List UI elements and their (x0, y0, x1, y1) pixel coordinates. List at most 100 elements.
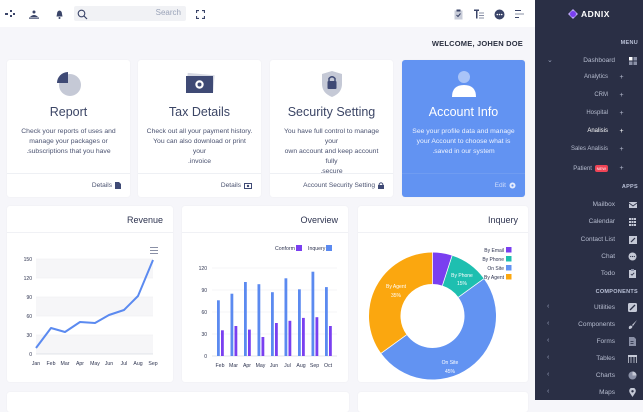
sidebar-item-utilities[interactable]: ‹ Utilities (535, 301, 643, 315)
inquery-chart-card: Inquery By Phone 15% On Site 45% By Agent 3… (358, 206, 528, 382)
pie-chart-icon (7, 68, 130, 100)
chevron-left-icon: ‹ (547, 371, 550, 378)
money-icon (138, 68, 261, 100)
search-icon (77, 7, 88, 25)
sidebar-item-analisis[interactable]: Analisis + (535, 125, 643, 139)
svg-text:Jun: Jun (270, 363, 278, 369)
svg-text:Mar: Mar (61, 361, 70, 367)
plus-icon: + (619, 74, 624, 81)
todo-icon (628, 269, 637, 278)
fullscreen-icon[interactable] (194, 8, 206, 20)
card-description: Check out all your payment history. You c… (146, 128, 253, 165)
apps-icon[interactable] (4, 8, 16, 20)
svg-text:120: 120 (199, 266, 208, 272)
overview-chart-card: Overview Conform Inquery 120 90 60 30 0 (182, 206, 348, 382)
brand-logo[interactable]: ADNIX (535, 9, 643, 19)
sidebar-item-components[interactable]: ‹ Components (535, 318, 643, 332)
calendar-icon (628, 217, 637, 226)
card-description: See your profile data and manage your Acc… (412, 128, 515, 155)
svg-text:90: 90 (26, 295, 32, 301)
main-content: Search WELCOME, JOHEN DOE Report Check y… (4, 6, 528, 382)
details-link[interactable]: Details (138, 173, 261, 197)
svg-text:30: 30 (201, 332, 207, 338)
sidebar-item-chat[interactable]: Chat (535, 250, 643, 264)
chart-menu-icon[interactable] (150, 247, 158, 254)
welcome-text: WELCOME, JOHEN DOE (431, 39, 523, 48)
report-card: Report Check your reports of uses and man… (7, 60, 130, 197)
sidebar-item-sales-analisis[interactable]: Sales Analisis + (535, 143, 643, 157)
chart-legend: By Email By Phone On Site By Agent (482, 247, 512, 281)
tax-details-card: Tax Details Check out all your payment h… (138, 60, 261, 197)
svg-text:35%: 35% (391, 293, 402, 299)
svg-text:60: 60 (26, 314, 32, 320)
sidebar-item-charts[interactable]: ‹ Charts (535, 369, 643, 383)
chart-title: Inquery (487, 215, 518, 225)
money-small-icon (244, 182, 252, 189)
bell-icon[interactable] (53, 8, 65, 20)
svg-text:60: 60 (201, 310, 207, 316)
dashboard-icon (628, 56, 637, 65)
new-badge: NEW (594, 165, 608, 172)
sidebar-item-contact-list[interactable]: Contact List (535, 233, 643, 247)
revenue-chart-card: Revenue 150 120 90 60 30 0 Jan Feb Mar Apr May Jun… (7, 206, 173, 382)
svg-text:By Agent: By Agent (386, 284, 407, 290)
svg-text:May: May (90, 361, 100, 367)
svg-text:Jun: Jun (105, 361, 113, 367)
svg-text:By Agent: By Agent (484, 275, 505, 281)
mail-icon (628, 200, 637, 209)
sidebar-item-analytics[interactable]: Analytics + (535, 71, 643, 85)
svg-text:By Email: By Email (484, 248, 504, 254)
account-security-link-label[interactable]: Account Security Setting (303, 182, 375, 189)
sidebar-item-hospital[interactable]: Hospital + (535, 107, 643, 121)
sidebar-item-crm[interactable]: CRM + (535, 89, 643, 103)
pie-icon (628, 371, 637, 380)
svg-text:0: 0 (204, 354, 207, 360)
svg-text:Mar: Mar (229, 363, 238, 369)
tasks-icon[interactable] (473, 8, 485, 20)
security-setting-card: Security Setting You have full control t… (270, 60, 393, 197)
user-icon[interactable] (28, 8, 40, 20)
sidebar-item-calendar[interactable]: Calendar (535, 215, 643, 229)
svg-text:Aug: Aug (133, 361, 142, 367)
details-link[interactable]: Details (7, 173, 130, 197)
svg-text:By Phone: By Phone (482, 257, 504, 263)
card-title: Security Setting (287, 105, 376, 119)
chevron-left-icon: ‹ (547, 388, 550, 395)
shield-lock-icon (270, 68, 393, 100)
svg-text:Inquery: Inquery (308, 246, 326, 252)
user-icon (402, 68, 525, 100)
card-title: Tax Details (168, 105, 231, 119)
svg-text:On Site: On Site (487, 266, 504, 272)
sidebar-item-mailbox[interactable]: Mailbox (535, 198, 643, 212)
sidebar-item-patient[interactable]: Patient NEW + (535, 162, 643, 176)
edit-link[interactable]: Edit (402, 173, 525, 197)
sidebar-item-todo[interactable]: Todo (535, 267, 643, 281)
search-input[interactable]: Search (74, 6, 186, 21)
details-link-label[interactable]: Details (91, 182, 112, 189)
menu-icon[interactable] (513, 8, 525, 20)
sidebar-item-forms[interactable]: ‹ Forms (535, 335, 643, 349)
chevron-left-icon: ‹ (547, 303, 550, 310)
svg-text:Oct: Oct (324, 363, 333, 369)
brush-icon (628, 320, 637, 329)
chevron-left-icon: ‹ (547, 320, 550, 327)
card-title: Account Info (428, 105, 499, 119)
svg-text:Aug: Aug (296, 363, 305, 369)
sidebar-item-maps[interactable]: ‹ Maps (535, 386, 643, 400)
account-security-link[interactable]: Account Security Setting (270, 173, 393, 197)
contact-icon (628, 235, 637, 244)
lock-icon (378, 182, 384, 189)
chart-title: Overview (300, 215, 338, 225)
svg-text:30: 30 (26, 333, 32, 339)
sidebar-item-tables[interactable]: ‹ Tables (535, 352, 643, 366)
details-link-label[interactable]: Details (220, 182, 241, 189)
edit-link-label[interactable]: Edit (494, 182, 506, 189)
card-description: You have full control to manage your own … (284, 128, 379, 175)
plus-icon: + (619, 146, 624, 153)
sidebar-item-dashboard[interactable]: ⌄ Dashboard (535, 54, 643, 68)
inquery-donut-chart: By Phone 15% On Site 45% By Agent 35% By Em… (368, 247, 512, 380)
card-title: Report (49, 105, 88, 119)
clipboard-icon[interactable] (452, 8, 464, 20)
chat-icon[interactable] (493, 8, 505, 20)
svg-text:90: 90 (201, 288, 207, 294)
